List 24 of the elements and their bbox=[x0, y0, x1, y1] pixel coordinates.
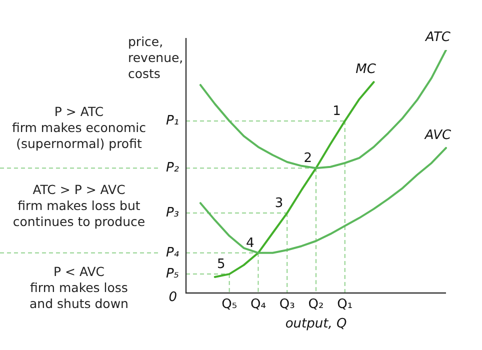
annotation: 2 bbox=[304, 150, 312, 166]
series-label: ATC bbox=[424, 30, 452, 45]
text: P > ATC firm makes economic (supernormal) profit bbox=[10, 104, 148, 152]
text: P < AVC firm makes loss and shuts down bbox=[28, 264, 130, 312]
y-axis-title: price, revenue, costs bbox=[128, 34, 184, 82]
text: P₂ bbox=[166, 160, 179, 176]
x-tick-label: Q₂ bbox=[308, 297, 324, 312]
text: ATC > P > AVC firm makes loss but continues to produce bbox=[12, 182, 146, 230]
text: P₅ bbox=[166, 266, 179, 282]
x-tick-label: Q₁ bbox=[337, 297, 353, 312]
text: P₃ bbox=[166, 205, 179, 220]
x-tick-label: Q₄ bbox=[250, 297, 266, 312]
text: P₁ bbox=[166, 113, 179, 128]
annotation: 3 bbox=[274, 196, 284, 211]
annotation: 5 bbox=[217, 256, 226, 272]
annotation: 1 bbox=[332, 104, 341, 119]
annotation: 4 bbox=[246, 236, 254, 251]
series-label: MC bbox=[356, 62, 377, 77]
x-axis-title: output, Q bbox=[285, 316, 347, 332]
x-tick-label: Q₃ bbox=[279, 297, 295, 312]
x-tick-label: Q₅ bbox=[222, 297, 238, 312]
text: P₄ bbox=[166, 245, 180, 260]
text: 0 bbox=[168, 290, 177, 305]
series-label: AVC bbox=[424, 128, 452, 143]
